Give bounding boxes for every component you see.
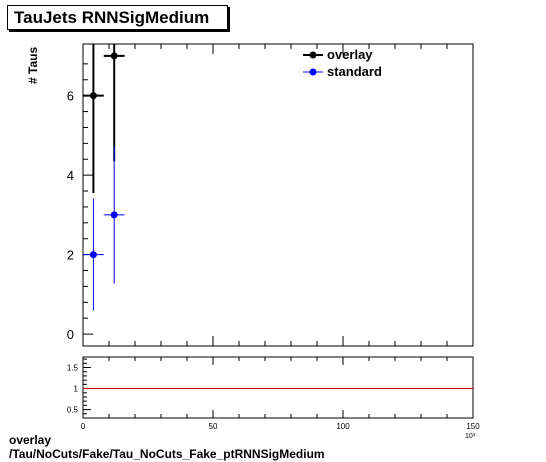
- ratio-y-tick-label: 0.5: [67, 406, 79, 415]
- main-x-axis-ticks: [82, 44, 474, 346]
- legend-entry-overlay: overlay: [303, 47, 373, 62]
- series-standard: [83, 146, 125, 311]
- ratio-x-axis: 0 50 100 150: [81, 357, 480, 431]
- ratio-plot-frame: [82, 356, 474, 419]
- data-point: [110, 211, 118, 219]
- data-point: [110, 52, 118, 60]
- series-overlay: [83, 44, 125, 194]
- y-tick-label: 0: [67, 327, 74, 342]
- main-y-axis: 0 2 4 6: [67, 63, 93, 342]
- chart-title: TauJets RNNSigMedium: [14, 8, 210, 27]
- title-box: TauJets RNNSigMedium: [7, 5, 228, 30]
- main-plot-frame: [82, 43, 474, 347]
- y-tick-label: 2: [67, 248, 74, 263]
- main-data-series: [83, 44, 125, 311]
- y-tick-label: 4: [67, 168, 74, 183]
- x-tick-label: 50: [209, 422, 218, 431]
- y-axis-label: # Taus: [26, 47, 40, 84]
- footer-caption-path: /Tau/NoCuts/Fake/Tau_NoCuts_Fake_ptRNNSi…: [9, 447, 325, 461]
- legend-label-overlay: overlay: [327, 47, 373, 62]
- ratio-y-tick-label: 1: [74, 385, 79, 394]
- x-tick-label: 100: [336, 422, 350, 431]
- legend-label-standard: standard: [327, 64, 382, 79]
- footer-caption-dataset: overlay: [9, 433, 52, 447]
- x-axis-multiplier: 10³: [465, 433, 476, 440]
- y-tick-label: 6: [67, 89, 74, 104]
- x-tick-label: 150: [466, 422, 480, 431]
- ratio-y-tick-label: 1.5: [67, 364, 79, 373]
- ratio-y-axis: 0.5 1 1.5: [67, 358, 91, 415]
- data-point: [89, 251, 97, 259]
- data-point: [89, 92, 97, 100]
- legend: overlay standard: [303, 47, 382, 79]
- x-tick-label: 0: [81, 422, 86, 431]
- legend-entry-standard: standard: [303, 64, 382, 79]
